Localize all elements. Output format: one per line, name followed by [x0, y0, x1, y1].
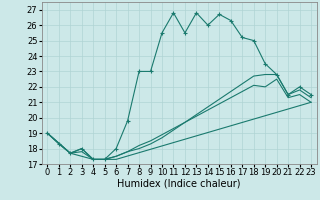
X-axis label: Humidex (Indice chaleur): Humidex (Indice chaleur): [117, 179, 241, 189]
